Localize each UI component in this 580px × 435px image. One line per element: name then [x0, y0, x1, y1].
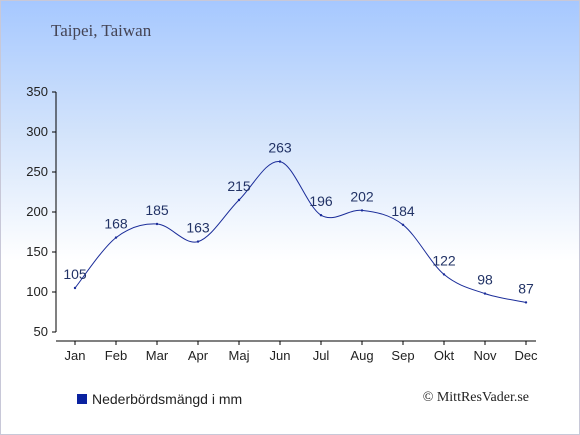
data-label: 196: [309, 193, 333, 209]
x-tick-label: Jan: [65, 348, 86, 363]
data-label: 122: [432, 252, 456, 268]
x-tick-label: Sep: [391, 348, 414, 363]
y-tick-label: 150: [26, 244, 48, 259]
data-label: 98: [477, 272, 493, 288]
data-point: [360, 209, 364, 212]
data-point: [114, 236, 118, 239]
data-label: 105: [63, 266, 87, 282]
y-tick-label: 300: [26, 124, 48, 139]
data-point: [278, 160, 282, 163]
y-tick-label: 200: [26, 204, 48, 219]
x-tick-label: Apr: [188, 348, 209, 363]
data-label: 263: [268, 140, 292, 156]
data-label: 163: [186, 220, 210, 236]
y-tick-label: 50: [34, 324, 48, 339]
legend: Nederbördsmängd i mm: [77, 391, 242, 407]
x-tick-label: Nov: [473, 348, 497, 363]
x-tick-label: Mar: [146, 348, 169, 363]
data-point: [319, 214, 323, 217]
copyright-text: © MittResVader.se: [422, 390, 529, 405]
data-point: [196, 240, 200, 243]
data-label: 168: [104, 216, 128, 232]
data-point: [155, 222, 159, 226]
x-tick-label: Jun: [270, 348, 291, 363]
data-label: 185: [145, 202, 169, 218]
legend-label: Nederbördsmängd i mm: [92, 391, 243, 407]
data-point: [442, 273, 446, 276]
legend-swatch: [77, 394, 87, 404]
data-label: 215: [227, 178, 251, 194]
data-point: [524, 301, 528, 304]
y-tick-label: 250: [26, 164, 48, 179]
data-point: [73, 286, 77, 290]
x-tick-label: Jul: [313, 348, 330, 363]
data-label: 202: [350, 188, 374, 204]
x-tick-label: Maj: [229, 348, 250, 363]
data-point: [401, 223, 405, 226]
data-label: 87: [518, 280, 534, 296]
series-line-precipitation: [74, 161, 527, 303]
data-point: [237, 198, 241, 202]
data-point: [483, 292, 487, 295]
x-tick-label: Dec: [514, 348, 538, 363]
y-tick-label: 100: [26, 284, 48, 299]
y-tick-label: 350: [26, 84, 48, 99]
data-label: 184: [391, 203, 415, 219]
x-tick-label: Aug: [350, 348, 373, 363]
x-tick-label: Okt: [434, 348, 455, 363]
location-title: Taipei, Taiwan: [51, 21, 152, 40]
x-tick-label: Feb: [105, 348, 127, 363]
